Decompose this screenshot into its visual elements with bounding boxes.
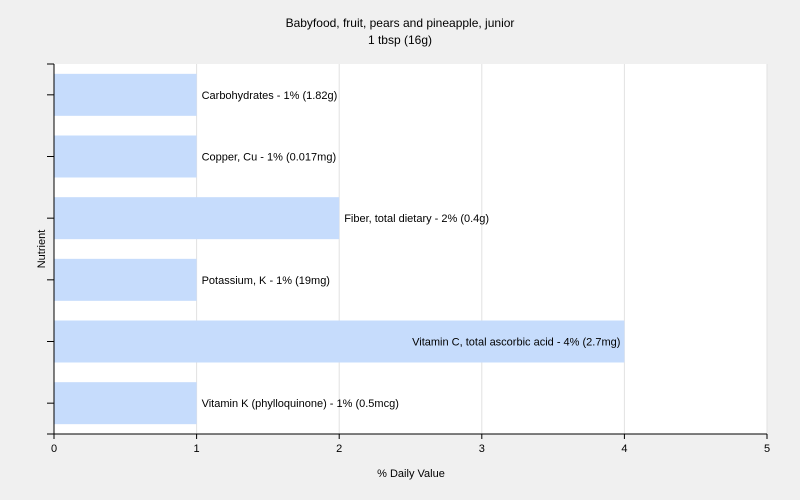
bar xyxy=(54,197,340,240)
gridlines xyxy=(196,64,768,434)
x-tick-label: 2 xyxy=(336,443,342,455)
bar xyxy=(54,320,625,363)
x-tick-label: 3 xyxy=(479,443,485,455)
bar-label: Vitamin K (phylloquinone) - 1% (0.5mcg) xyxy=(202,398,399,410)
x-tick-label: 4 xyxy=(621,443,627,455)
bar-label: Copper, Cu - 1% (0.017mg) xyxy=(202,152,337,164)
chart-subtitle: 1 tbsp (16g) xyxy=(368,33,432,47)
bar xyxy=(54,382,197,425)
bar-label: Vitamin C, total ascorbic acid - 4% (2.7… xyxy=(412,337,620,349)
chart-title: Babyfood, fruit, pears and pineapple, ju… xyxy=(286,16,515,30)
bar-label: Fiber, total dietary - 2% (0.4g) xyxy=(344,213,489,225)
plot-area xyxy=(54,64,767,434)
bar xyxy=(54,258,197,301)
x-axis-label: % Daily Value xyxy=(377,468,445,480)
x-tick-label: 1 xyxy=(194,443,200,455)
y-axis-label: Nutrient xyxy=(36,230,48,269)
bar-label: Carbohydrates - 1% (1.82g) xyxy=(202,90,338,102)
bar xyxy=(54,135,197,178)
axes-group: 0 1 2 3 4 5 xyxy=(47,63,770,455)
bar-label: Potassium, K - 1% (19mg) xyxy=(202,275,330,287)
bar xyxy=(54,73,197,116)
x-tick-label: 0 xyxy=(51,443,57,455)
bars-group: Carbohydrates - 1% (1.82g) Copper, Cu - 1… xyxy=(54,73,625,425)
x-tick-label: 5 xyxy=(764,443,770,455)
